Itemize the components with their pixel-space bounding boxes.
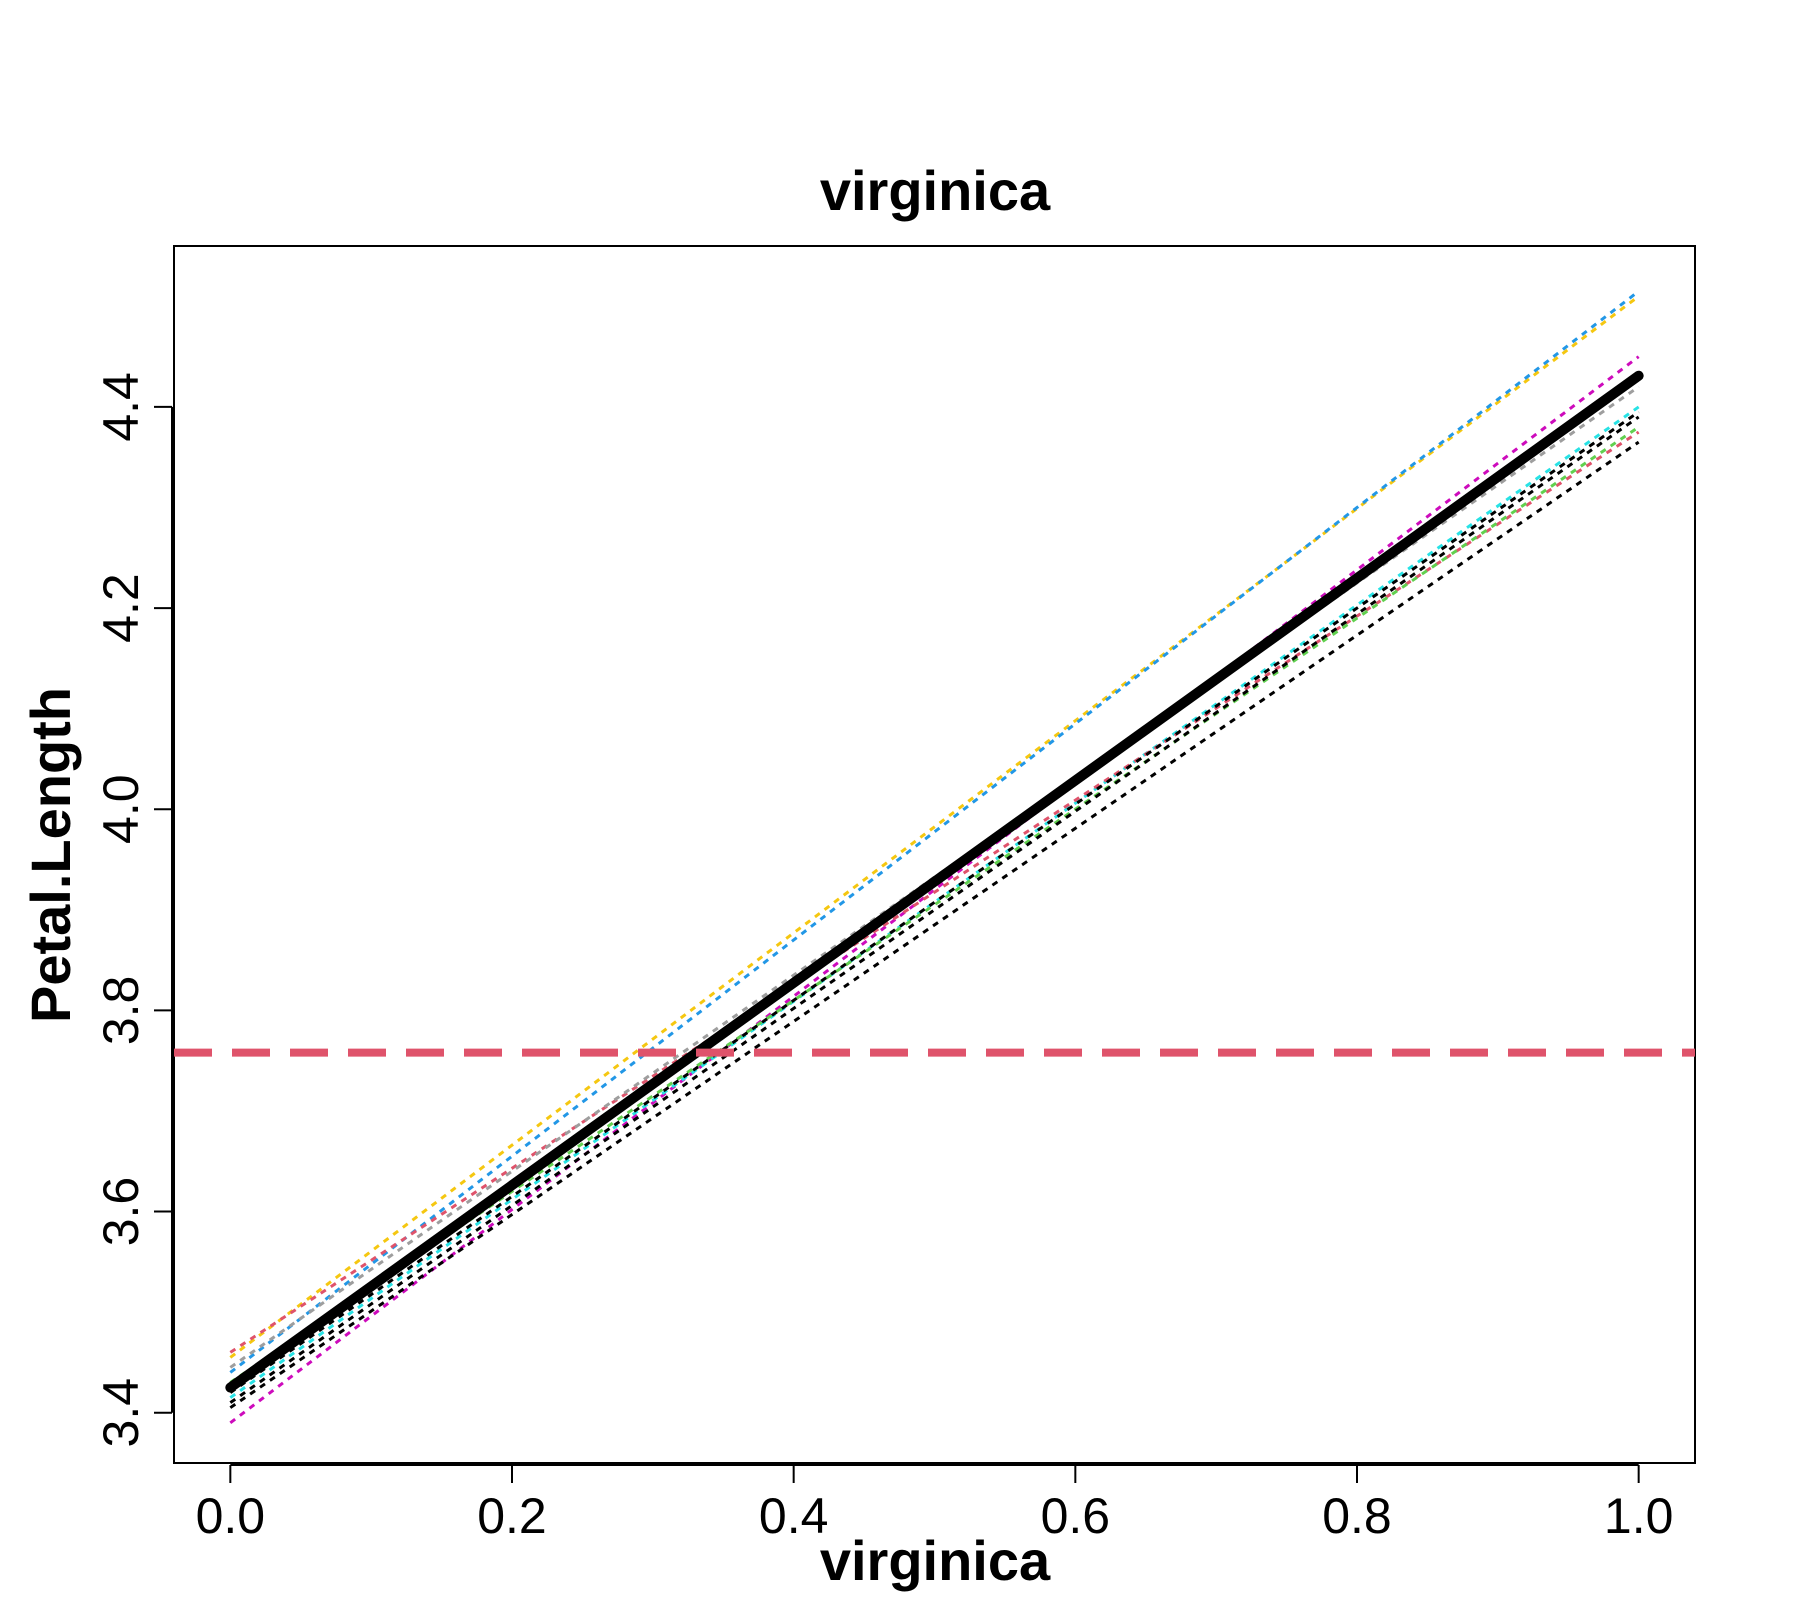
y-tick-label: 3.8 — [93, 976, 149, 1046]
sample-line-1 — [229, 295, 1640, 1359]
sample-line-6 — [229, 425, 1640, 1384]
x-tick-label: 0.0 — [196, 1488, 266, 1544]
main-line — [225, 370, 1644, 1393]
plot-frame — [173, 245, 1696, 1464]
y-tick-label: 4.0 — [93, 774, 149, 844]
x-axis-label: virginica — [820, 1529, 1051, 1592]
x-tick-label: 0.8 — [1322, 1488, 1392, 1544]
x-tick-label: 1.0 — [1604, 1488, 1674, 1544]
y-axis-label: Petal.Length — [19, 687, 82, 1023]
y-tick-label: 4.2 — [93, 573, 149, 643]
sample-line-7 — [229, 440, 1640, 1409]
x-tick-label: 0.6 — [1041, 1488, 1111, 1544]
data-lines — [174, 290, 1695, 1424]
chart-title: virginica — [820, 159, 1051, 222]
x-tick-label: 0.4 — [759, 1488, 829, 1544]
sample-line-5 — [229, 430, 1640, 1354]
sample-line-8 — [229, 415, 1640, 1404]
x-tick-label: 0.2 — [477, 1488, 547, 1544]
sample-line-9 — [229, 410, 1640, 1394]
sample-line-2 — [229, 290, 1640, 1374]
y-axis: 3.4 3.6 3.8 4.0 4.2 4.4 — [93, 372, 173, 1448]
x-axis: 0.0 0.2 0.4 0.6 0.8 1.0 — [196, 1464, 1674, 1544]
sample-line-4 — [229, 405, 1640, 1399]
y-tick-label: 3.6 — [93, 1177, 149, 1247]
y-tick-label: 4.4 — [93, 372, 149, 442]
y-tick-label: 3.4 — [93, 1378, 149, 1448]
